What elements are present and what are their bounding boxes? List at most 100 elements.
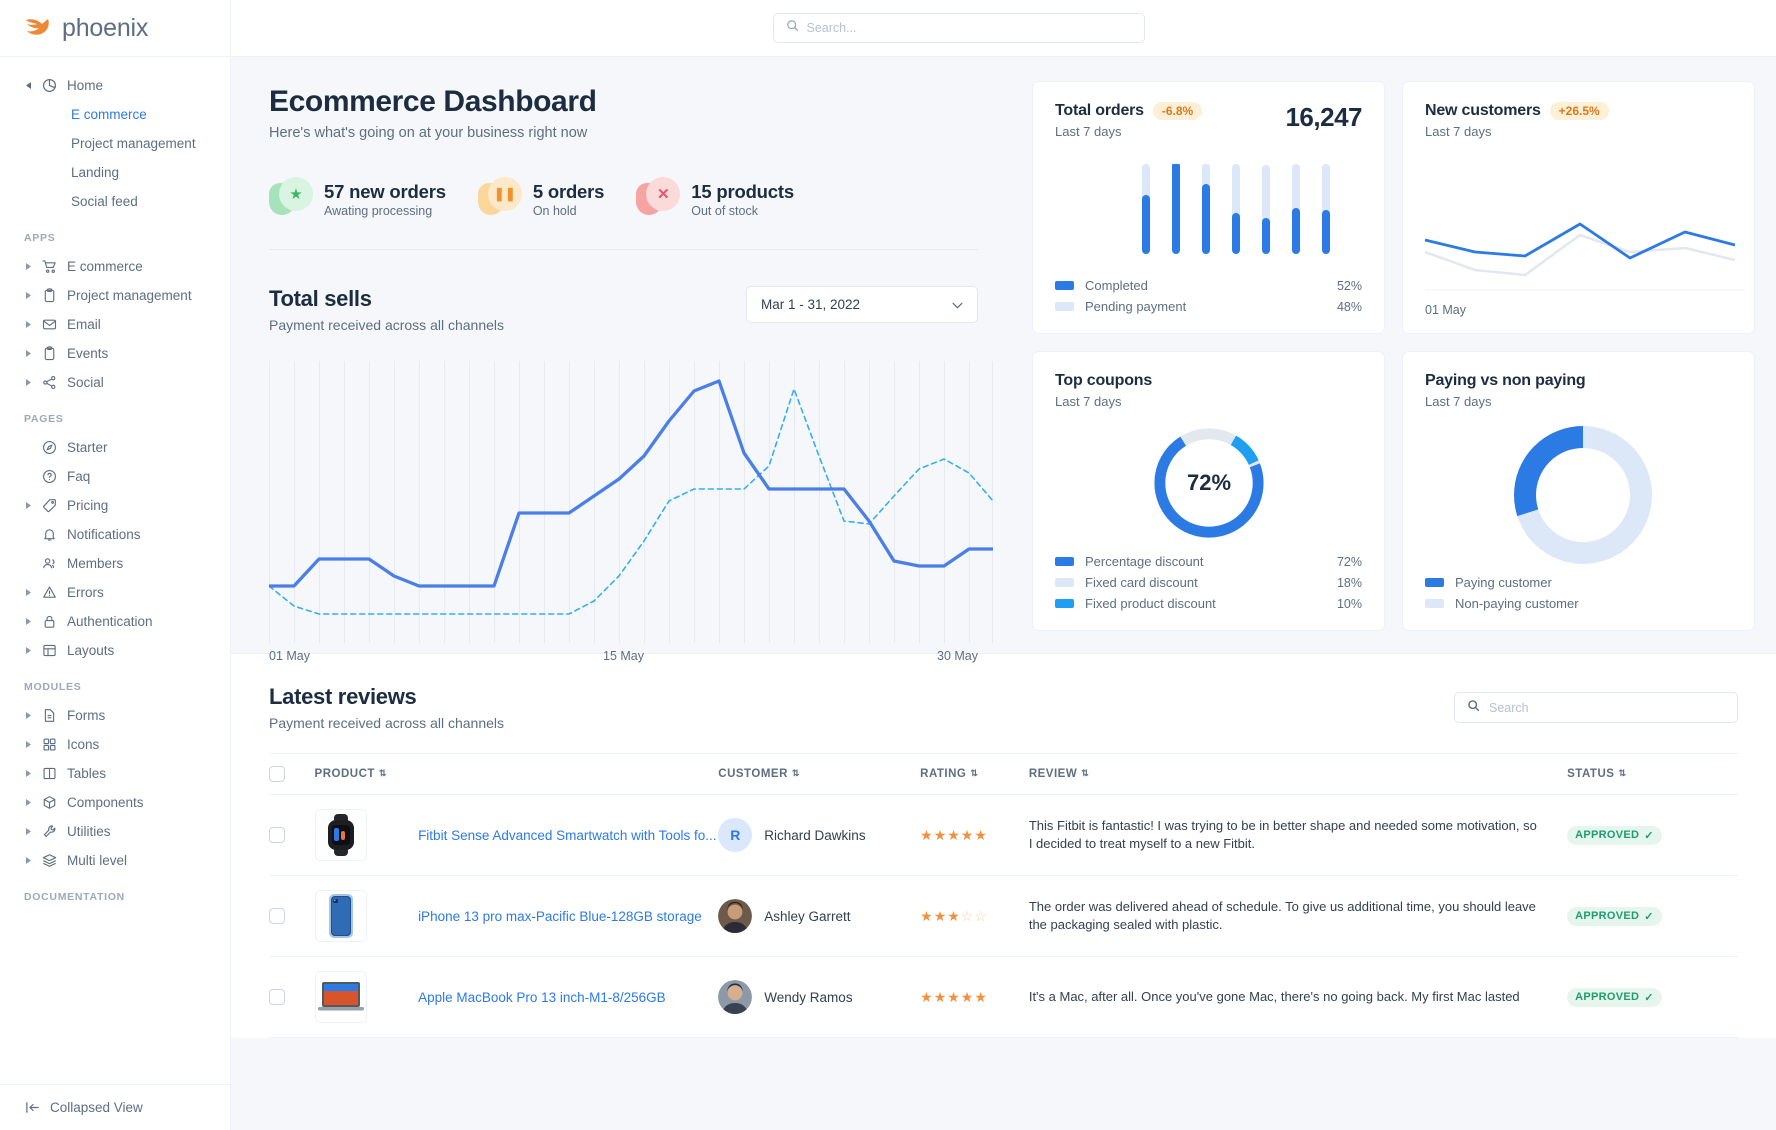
stat-on-hold-label: On hold <box>532 203 577 218</box>
column-header-rating[interactable]: RATING ⇅ <box>920 753 1029 795</box>
sidebar-item-pricing[interactable]: Pricing <box>0 491 230 520</box>
product-link[interactable]: Fitbit Sense Advanced Smartwatch with To… <box>418 827 717 843</box>
warning-triangle-icon <box>41 584 58 601</box>
sidebar-item-social[interactable]: Social <box>0 368 230 397</box>
x-icon: ✕ <box>636 177 681 221</box>
row-checkbox[interactable] <box>269 827 285 843</box>
sidebar-item-e-commerce-label: E commerce <box>67 259 143 274</box>
avatar: R <box>718 818 753 852</box>
sidebar-item-e-commerce[interactable]: E commerce <box>0 252 230 281</box>
sidebar-item-layouts[interactable]: Layouts <box>0 636 230 665</box>
product-thumbnail <box>314 890 367 942</box>
sidebar-item-icons-label: Icons <box>67 737 100 752</box>
sidebar-subitem-landing-label: Landing <box>71 165 120 180</box>
stat-on-hold[interactable]: ❚❚ 5 orders On hold <box>477 177 605 221</box>
sidebar-subitem-social-feed-label: Social feed <box>71 194 138 209</box>
total-sells-axis: 01 May 15 May 30 May <box>269 649 978 663</box>
stat-out-of-stock[interactable]: ✕ 15 products Out of stock <box>636 177 794 221</box>
global-search-input[interactable] <box>806 21 1132 35</box>
sidebar-item-icons[interactable]: Icons <box>0 730 230 759</box>
page-subtitle: Here's what's going on at your business … <box>269 125 588 141</box>
sidebar-item-authentication[interactable]: Authentication <box>0 607 230 636</box>
sidebar-item-notifications[interactable]: Notifications <box>0 520 230 549</box>
legend-label: Completed <box>1085 278 1148 293</box>
stat-out-of-stock-label: Out of stock <box>691 203 758 218</box>
sidebar-item-events-label: Events <box>67 346 109 361</box>
sidebar-item-starter[interactable]: Starter <box>0 433 230 462</box>
chevron-right-icon <box>24 589 32 596</box>
row-select-cell <box>269 875 315 957</box>
sidebar-section-modules-label: MODULES <box>24 681 82 693</box>
reviews-search-input[interactable] <box>1489 700 1725 715</box>
table-row[interactable]: Fitbit Sense Advanced Smartwatch with To… <box>269 794 1738 876</box>
sidebar-item-multi-level[interactable]: Multi level <box>0 846 230 875</box>
brand-name: phoenix <box>62 13 149 42</box>
brand[interactable]: phoenix <box>0 0 230 57</box>
chevron-down-icon <box>24 82 32 89</box>
table-row[interactable]: Apple MacBook Pro 13 inch-M1-8/256GB Wen… <box>269 956 1738 1038</box>
sidebar-item-tables[interactable]: Tables <box>0 759 230 788</box>
rating-cell: ★★★★★ <box>920 794 1029 876</box>
row-checkbox[interactable] <box>269 989 285 1005</box>
sort-icon: ⇅ <box>1081 768 1090 779</box>
rating-stars: ★★★☆☆ <box>920 907 988 924</box>
legend-item: Fixed card discount 18% <box>1055 572 1362 593</box>
sidebar-subitem-ecommerce[interactable]: E commerce <box>0 100 230 129</box>
column-header-review[interactable]: REVIEW ⇅ <box>1028 753 1568 795</box>
quick-stats: ★ 57 new orders Awating processing <box>269 177 978 221</box>
collapsed-view-toggle[interactable]: Collapsed View <box>0 1084 230 1130</box>
sidebar-item-members[interactable]: Members <box>0 549 230 578</box>
sidebar-item-faq[interactable]: Faq <box>0 462 230 491</box>
chevron-right-icon <box>24 828 32 835</box>
column-header-customer[interactable]: CUSTOMER ⇅ <box>718 753 921 795</box>
stat-new-orders[interactable]: ★ 57 new orders Awating processing <box>269 177 446 221</box>
card-new-customers: New customers +26.5% Last 7 days 01 Ma <box>1402 81 1755 334</box>
stat-on-hold-value: 5 orders <box>532 180 605 202</box>
sidebar-item-errors-label: Errors <box>67 585 104 600</box>
sidebar-item-project-management[interactable]: Project management <box>0 281 230 310</box>
compass-icon <box>41 439 58 456</box>
sidebar-item-tables-label: Tables <box>67 766 107 781</box>
date-range-picker[interactable]: Mar 1 - 31, 2022 <box>746 286 978 323</box>
sidebar-item-components[interactable]: Components <box>0 788 230 817</box>
legend-item: Non-paying customer <box>1425 593 1732 614</box>
column-header-product[interactable]: PRODUCT ⇅ <box>314 753 719 795</box>
sidebar-subitem-social-feed[interactable]: Social feed <box>0 187 230 216</box>
paying-vs-non-period: Last 7 days <box>1425 394 1492 409</box>
table-row[interactable]: iPhone 13 pro max-Pacific Blue-128GB sto… <box>269 875 1738 957</box>
total-orders-change-badge: -6.8% <box>1152 102 1203 120</box>
sidebar-item-email-label: Email <box>67 317 101 332</box>
select-all-checkbox[interactable] <box>269 766 285 782</box>
sidebar-subitem-project-management[interactable]: Project management <box>0 129 230 158</box>
sidebar-item-home-label: Home <box>67 78 104 93</box>
product-link[interactable]: iPhone 13 pro max-Pacific Blue-128GB sto… <box>418 908 702 924</box>
sidebar-item-social-label: Social <box>67 375 104 390</box>
sidebar-item-home[interactable]: Home <box>0 71 230 100</box>
column-header-status[interactable]: STATUS ⇅ <box>1567 753 1738 795</box>
share-icon <box>41 374 58 391</box>
axis-label-end: 30 May <box>937 649 978 663</box>
sidebar-item-email[interactable]: Email <box>0 310 230 339</box>
collapse-icon <box>24 1099 41 1116</box>
table-header-row: PRODUCT ⇅ CUSTOMER ⇅ RATING ⇅ REVIEW ⇅ <box>269 753 1738 795</box>
layout-icon <box>41 642 58 659</box>
sidebar-item-authentication-label: Authentication <box>67 614 153 629</box>
legend-swatch <box>1055 302 1074 311</box>
sidebar-subitem-landing[interactable]: Landing <box>0 158 230 187</box>
reviews-search[interactable] <box>1454 692 1738 723</box>
row-checkbox[interactable] <box>269 908 285 924</box>
status-cell: APPROVED ✓ <box>1567 794 1738 876</box>
sort-icon: ⇅ <box>378 768 387 779</box>
reviews-table: PRODUCT ⇅ CUSTOMER ⇅ RATING ⇅ REVIEW ⇅ <box>269 753 1738 1038</box>
chevron-right-icon <box>24 712 32 719</box>
column-header-review-label: REVIEW <box>1028 768 1078 780</box>
sidebar-item-forms[interactable]: Forms <box>0 701 230 730</box>
product-link[interactable]: Apple MacBook Pro 13 inch-M1-8/256GB <box>418 989 666 1005</box>
product-thumbnail <box>314 809 367 861</box>
global-search[interactable] <box>772 13 1145 43</box>
main-column: Ecommerce Dashboard Here's what's going … <box>231 0 1776 1130</box>
sidebar-item-errors[interactable]: Errors <box>0 578 230 607</box>
sidebar-item-events[interactable]: Events <box>0 339 230 368</box>
box-icon <box>41 794 58 811</box>
sidebar-item-utilities[interactable]: Utilities <box>0 817 230 846</box>
